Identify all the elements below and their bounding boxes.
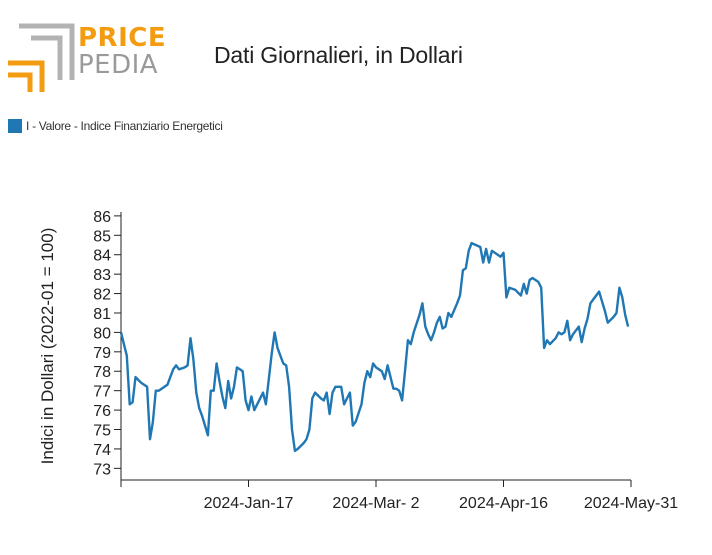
y-tick-label: 85 (93, 228, 111, 245)
legend-label: I - Valore - Indice Finanziario Energeti… (26, 119, 223, 133)
y-axis-label: Indici in Dollari (2022-01 = 100) (38, 228, 57, 465)
y-tick-label: 79 (93, 345, 111, 362)
series-line (119, 241, 630, 453)
y-tick-label: 82 (93, 287, 111, 304)
series-layer (119, 241, 630, 453)
chart-legend: I - Valore - Indice Finanziario Energeti… (8, 119, 223, 133)
y-tick-label: 83 (93, 267, 111, 284)
y-tick-label: 76 (93, 403, 111, 420)
pricepedia-logo: PRICE PEDIA (8, 22, 168, 94)
y-tick-label: 77 (93, 384, 111, 401)
y-tick-label: 75 (93, 423, 111, 440)
logo-pedia-text: PEDIA (78, 50, 159, 80)
logo-orange-frame (8, 60, 45, 94)
y-axis: 73 74 75 76 77 78 79 80 81 82 83 84 85 86 (93, 209, 122, 480)
x-tick-label: 2024-Jan-17 (204, 495, 294, 512)
x-tick-label: 2024-Apr-16 (459, 495, 548, 512)
legend-swatch (8, 119, 22, 133)
x-axis: 2024-Jan-17 2024-Mar- 2 2024-Apr-16 2024-Ma… (120, 479, 678, 512)
y-tick-label: 84 (93, 248, 111, 265)
y-tick-label: 81 (93, 306, 111, 323)
y-tick-label: 73 (93, 461, 111, 478)
y-tick-label: 78 (93, 364, 111, 381)
x-tick-label: 2024-May-31 (584, 495, 678, 512)
y-tick-label: 86 (93, 209, 111, 226)
logo-grey-frame (19, 23, 75, 80)
logo-price-text: PRICE (78, 23, 167, 53)
y-tick-label: 74 (93, 442, 111, 459)
logo-mark-icon (8, 23, 75, 94)
y-tick-label: 80 (93, 325, 111, 342)
x-tick-label: 2024-Mar- 2 (332, 495, 419, 512)
chart-title: Dati Giornalieri, in Dollari (214, 42, 463, 68)
